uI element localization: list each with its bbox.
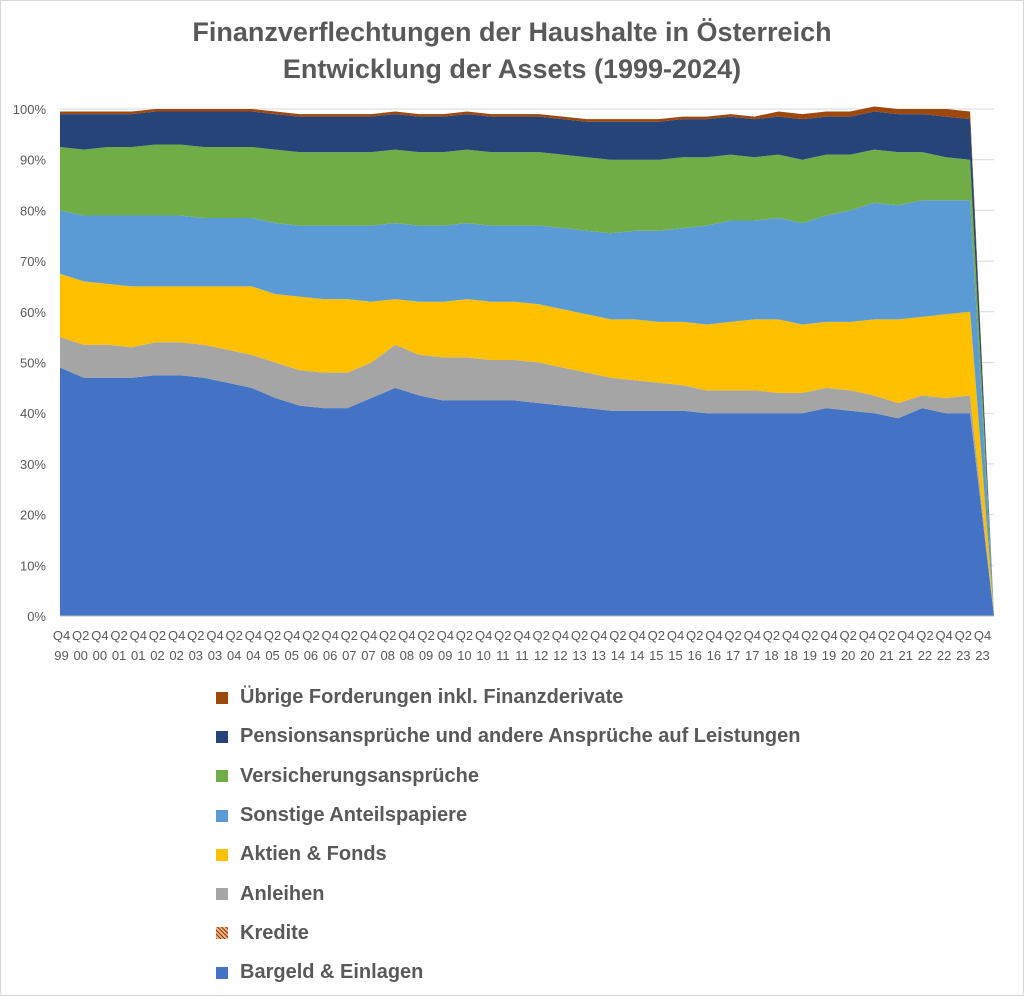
x-tick-label: Q2 05 (264, 628, 281, 663)
legend-swatch (216, 691, 228, 704)
legend-label: Versicherungsansprüche (240, 764, 479, 787)
x-tick-label: Q4 07 (360, 628, 377, 663)
legend-item: Anleihen (216, 874, 856, 913)
x-tick-label: Q2 16 (686, 628, 703, 663)
y-tick-label: 30% (20, 457, 46, 472)
x-tick-label: Q4 22 (935, 628, 952, 663)
x-tick-label: Q2 17 (724, 628, 741, 663)
x-tick-label: Q2 11 (494, 628, 511, 663)
area-series-anleihen (60, 337, 994, 616)
x-tick-label: Q2 18 (763, 628, 780, 663)
x-tick-label: Q4 14 (628, 628, 645, 663)
x-tick-label: Q2 07 (341, 628, 358, 663)
legend-item: Sonstige Anteilspapiere (216, 796, 856, 835)
x-tick-label: Q2 20 (840, 628, 857, 663)
x-tick-label: Q4 11 (513, 628, 530, 663)
x-tick-label: Q4 15 (667, 628, 684, 663)
x-tick-label: Q2 15 (648, 628, 665, 663)
y-tick-label: 50% (20, 356, 46, 371)
x-tick-label: Q4 04 (245, 628, 262, 663)
x-tick-label: Q4 21 (897, 628, 914, 663)
x-tick-label: Q2 10 (456, 628, 473, 663)
legend-swatch (216, 966, 228, 979)
legend-swatch (216, 848, 228, 861)
x-tick-label: Q2 02 (149, 628, 166, 663)
x-tick-label: Q2 21 (878, 628, 895, 663)
legend-item: Bargeld & Einlagen (216, 953, 856, 992)
x-tick-label: Q4 99 (53, 628, 70, 663)
x-tick-label: Q2 13 (571, 628, 588, 663)
legend-item: Versicherungsansprüche (216, 757, 856, 796)
y-tick-label: 20% (20, 508, 46, 523)
x-tick-label: Q4 20 (859, 628, 876, 663)
legend-label: Übrige Forderungen inkl. Finanzderivate (240, 686, 624, 709)
legend-label: Sonstige Anteilspapiere (240, 804, 468, 827)
chart-title-line-2: Entwicklung der Assets (1999-2024) (282, 54, 742, 84)
x-tick-label: Q4 16 (705, 628, 722, 663)
legend-label: Pensionsansprüche und andere Ansprüche a… (240, 725, 801, 748)
x-tick-label: Q2 03 (187, 628, 204, 663)
x-tick-label: Q4 05 (283, 628, 300, 663)
x-tick-label: Q2 09 (417, 628, 434, 663)
y-tick-label: 90% (20, 153, 46, 168)
legend-item: Übrige Forderungen inkl. Finanzderivate (216, 678, 856, 717)
y-tick-label: 0% (27, 609, 46, 624)
x-tick-label: Q4 10 (475, 628, 492, 663)
x-tick-label: Q2 22 (916, 628, 933, 663)
area-series-versicherungsansprüche (60, 144, 994, 616)
legend-swatch (216, 888, 228, 901)
legend-label: Kredite (240, 921, 309, 944)
legend-label: Bargeld & Einlagen (240, 961, 424, 984)
y-tick-label: 100% (13, 102, 47, 117)
x-tick-label: Q4 06 (321, 628, 338, 663)
x-tick-label: Q4 00 (91, 628, 108, 663)
legend-swatch (216, 770, 228, 783)
chart-title-line-1: Finanzverflechtungen der Haushalte in Ös… (192, 17, 832, 47)
x-tick-label: Q2 14 (609, 628, 626, 663)
legend-swatch (216, 809, 228, 822)
y-tick-label: 70% (20, 254, 46, 269)
x-tick-label: Q4 03 (206, 628, 223, 663)
x-tick-label: Q2 12 (533, 628, 550, 663)
chart-title: Finanzverflechtungen der Haushalte in Ös… (0, 14, 1024, 88)
x-tick-label: Q4 12 (552, 628, 569, 663)
area-series-aktien-fonds (60, 273, 994, 616)
x-tick-label: Q4 19 (820, 628, 837, 663)
legend-swatch (216, 927, 228, 940)
x-tick-label: Q2 06 (302, 628, 319, 663)
legend-item: Pensionsansprüche und andere Ansprüche a… (216, 717, 856, 756)
x-tick-label: Q4 13 (590, 628, 607, 663)
x-tick-label: Q2 23 (955, 628, 972, 663)
x-tick-label: Q2 19 (801, 628, 818, 663)
legend-swatch (216, 730, 228, 743)
legend-item: Kredite (216, 914, 856, 953)
x-tick-label: Q2 08 (379, 628, 396, 663)
x-tick-label: Q4 17 (744, 628, 761, 663)
y-tick-label: 40% (20, 406, 46, 421)
x-tick-label: Q4 02 (168, 628, 185, 663)
x-tick-label: Q2 00 (72, 628, 89, 663)
legend-label: Aktien & Fonds (240, 843, 387, 866)
x-tick-label: Q4 01 (130, 628, 147, 663)
legend: Übrige Forderungen inkl. Finanzderivate P… (216, 678, 856, 992)
x-tick-label: Q4 09 (437, 628, 454, 663)
y-tick-label: 10% (20, 558, 46, 573)
x-tick-label: Q4 18 (782, 628, 799, 663)
x-tick-label: Q4 08 (398, 628, 415, 663)
y-tick-label: 80% (20, 203, 46, 218)
legend-item: Aktien & Fonds (216, 835, 856, 874)
y-tick-label: 60% (20, 305, 46, 320)
x-tick-label: Q4 23 (974, 628, 991, 663)
x-tick-label: Q2 04 (226, 628, 243, 663)
area-series-bargeld-einlagen (60, 367, 994, 616)
legend-label: Anleihen (240, 882, 325, 905)
area-series-sonstige-anteilspapiere (60, 200, 994, 617)
x-tick-label: Q2 01 (110, 628, 127, 663)
